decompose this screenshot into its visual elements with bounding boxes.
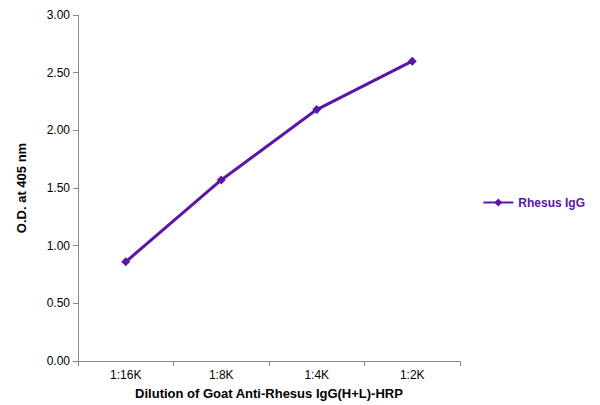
svg-text:1:8K: 1:8K xyxy=(209,368,234,382)
svg-text:2.00: 2.00 xyxy=(47,123,71,137)
svg-text:1:2K: 1:2K xyxy=(400,368,425,382)
svg-text:O.D. at 405 nm: O.D. at 405 nm xyxy=(14,143,29,233)
svg-text:3.00: 3.00 xyxy=(47,8,71,22)
svg-text:0.00: 0.00 xyxy=(47,354,71,368)
svg-text:Dilution of Goat Anti-Rhesus I: Dilution of Goat Anti-Rhesus IgG(H+L)-HR… xyxy=(135,386,403,401)
svg-text:1.00: 1.00 xyxy=(47,239,71,253)
svg-text:2.50: 2.50 xyxy=(47,66,71,80)
svg-text:1:16K: 1:16K xyxy=(110,368,141,382)
svg-text:0.50: 0.50 xyxy=(47,296,71,310)
svg-text:1:4K: 1:4K xyxy=(304,368,329,382)
svg-text:Rhesus IgG: Rhesus IgG xyxy=(518,196,585,210)
svg-text:1.50: 1.50 xyxy=(47,181,71,195)
